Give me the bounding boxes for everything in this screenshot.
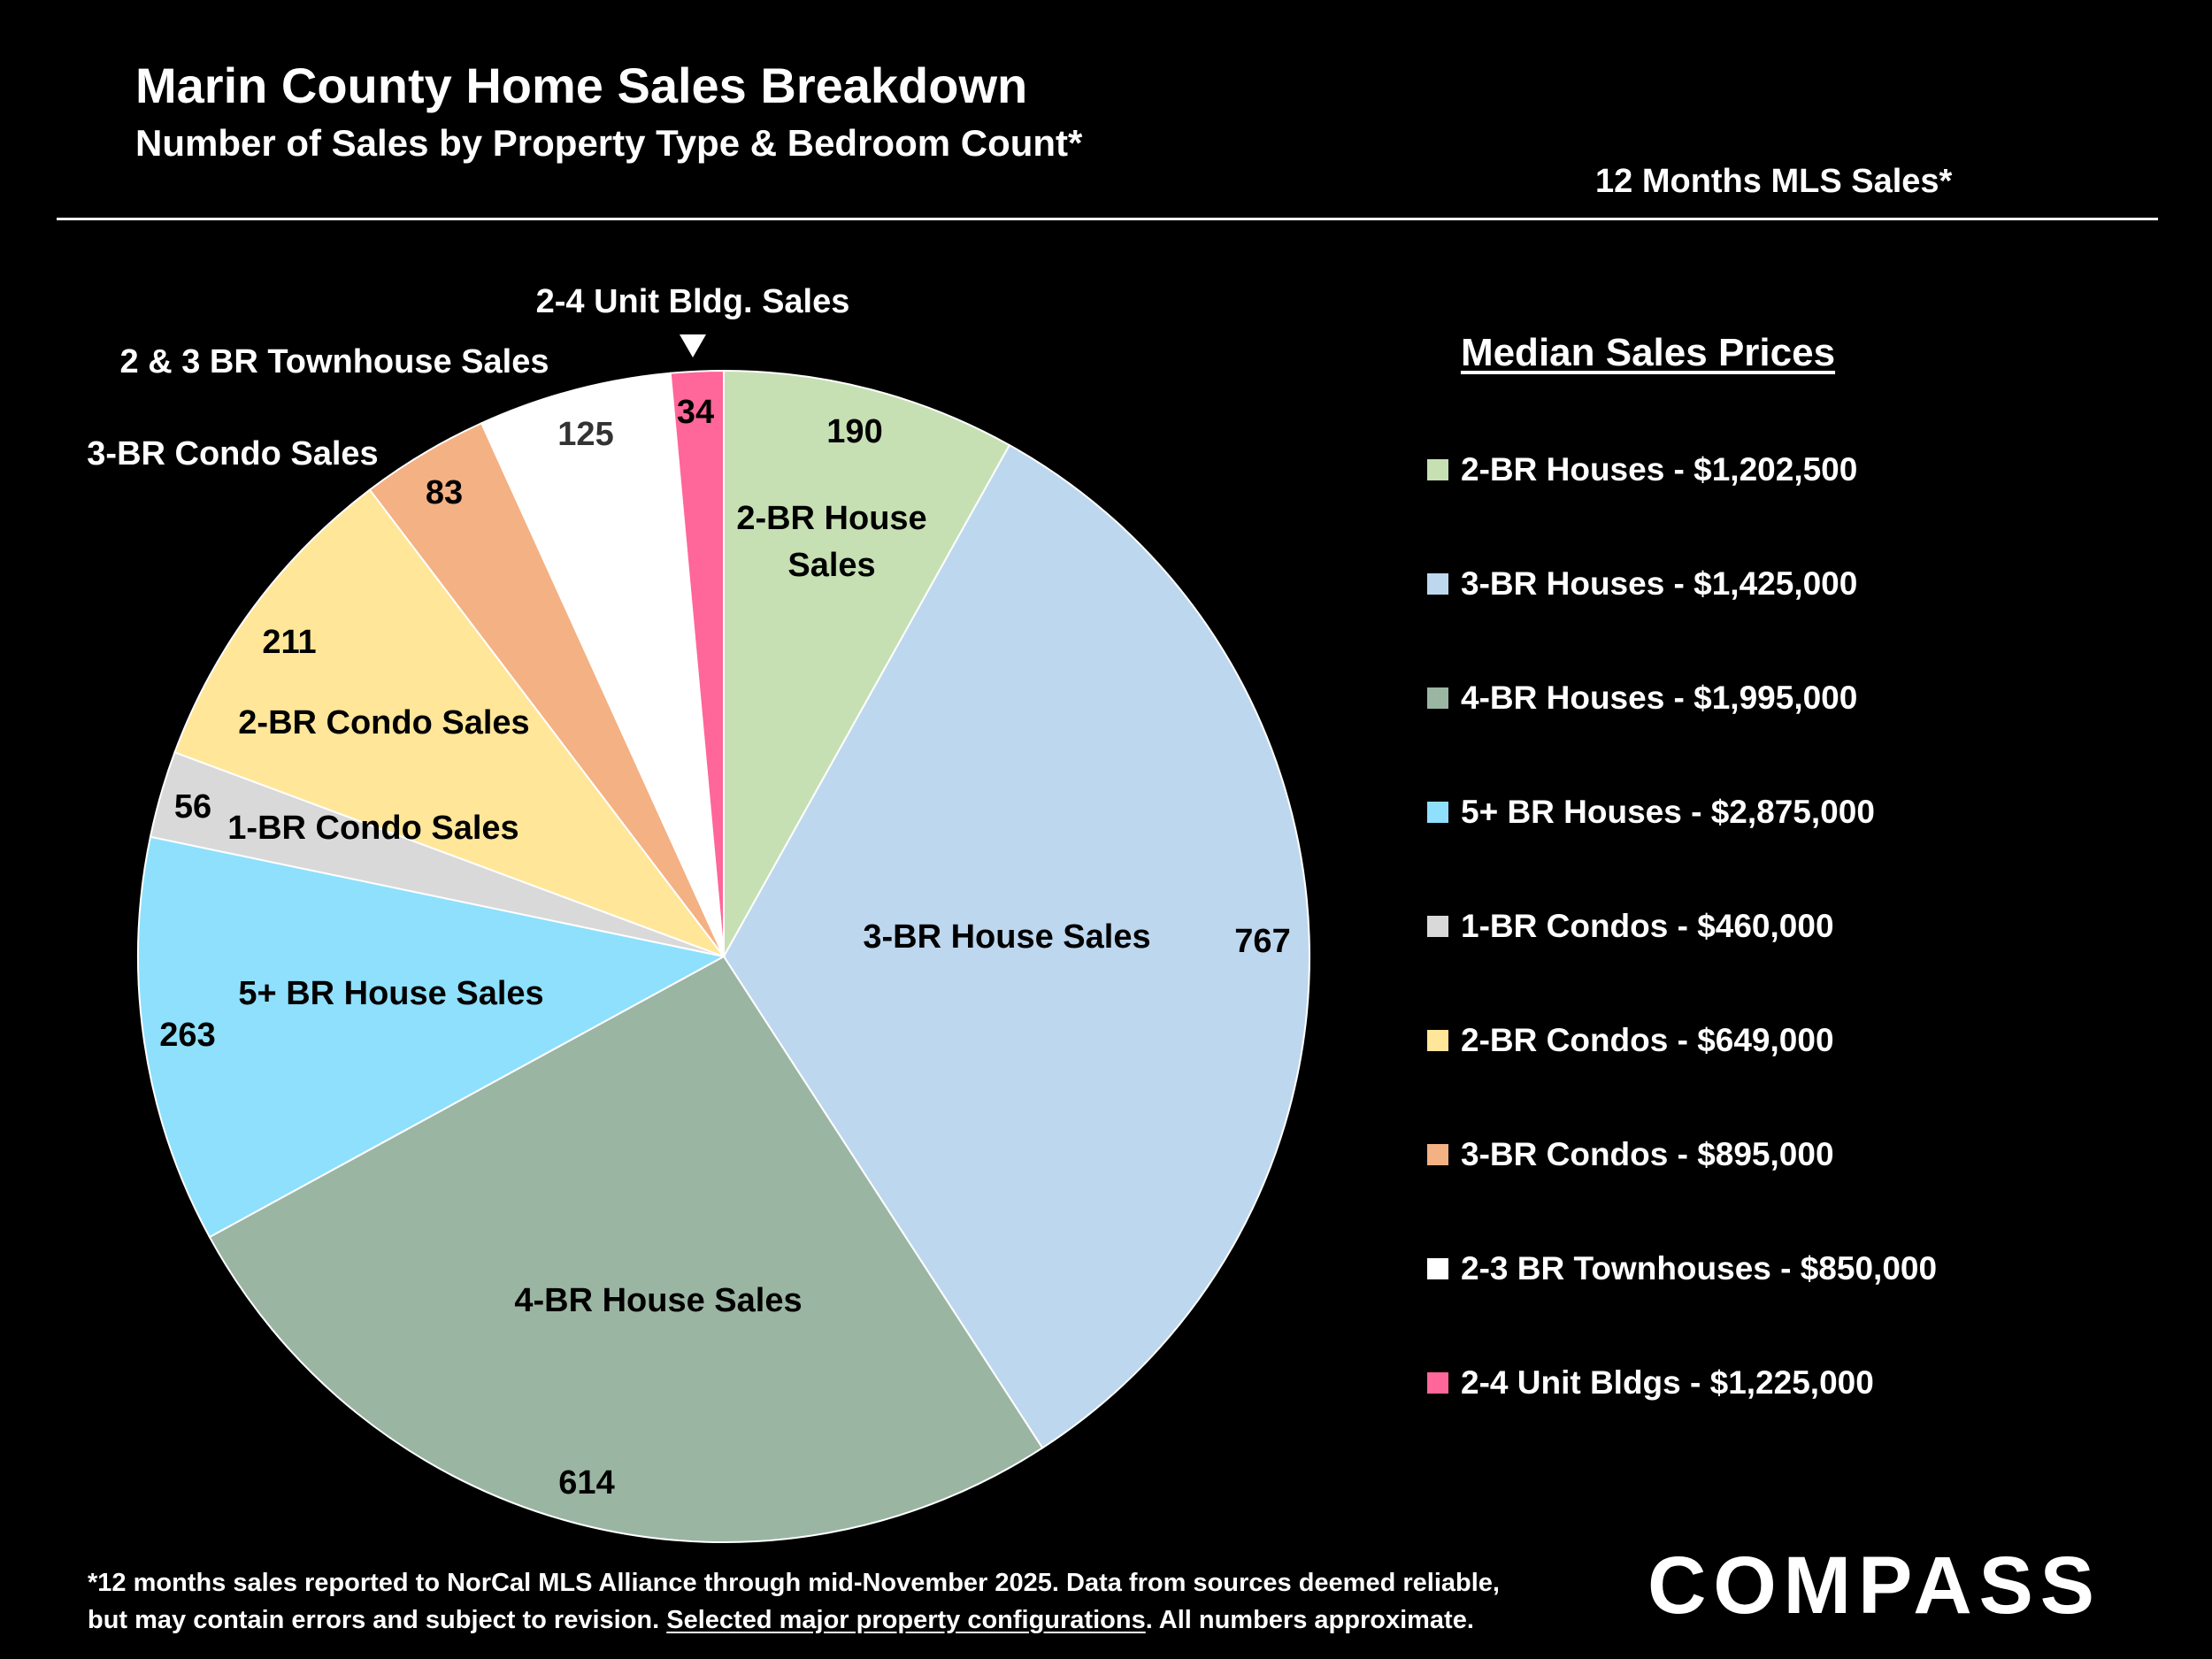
- pie-slice: [137, 835, 726, 1239]
- svg-text:COMPASS: COMPASS: [1647, 1544, 2103, 1624]
- legend-item: 1-BR Condos - $460,000: [1427, 905, 1834, 948]
- legend-item: 5+ BR Houses - $2,875,000: [1427, 791, 1875, 833]
- footnote-text: . All numbers approximate.: [1145, 1606, 1474, 1634]
- legend-swatch: [1427, 916, 1448, 937]
- data-label-value: 614: [558, 1464, 614, 1502]
- data-label-category: 3-BR House Sales: [863, 918, 1150, 956]
- footnote-line-2: but may contain errors and subject to re…: [88, 1601, 1500, 1639]
- period-label: 12 Months MLS Sales*: [1595, 163, 1953, 200]
- legend-item: 3-BR Houses - $1,425,000: [1427, 563, 1857, 605]
- data-label-category: 4-BR House Sales: [514, 1282, 802, 1319]
- compass-logo: COMPASS: [1647, 1544, 2103, 1624]
- data-label-category: 5+ BR House Sales: [238, 975, 543, 1012]
- legend-swatch: [1427, 1258, 1448, 1279]
- legend-label: 2-BR Houses - $1,202,500: [1461, 451, 1858, 488]
- data-label-value: 34: [677, 394, 714, 431]
- legend-label: 2-4 Unit Bldgs - $1,225,000: [1461, 1364, 1874, 1401]
- header-divider: [57, 218, 2158, 220]
- data-label-value: 125: [557, 416, 613, 453]
- page-title: Marin County Home Sales Breakdown: [135, 58, 1028, 113]
- legend-item: 3-BR Condos - $895,000: [1427, 1133, 1834, 1176]
- data-label-category: Sales: [787, 547, 875, 584]
- legend-swatch: [1427, 1030, 1448, 1051]
- legend-item: 2-3 BR Townhouses - $850,000: [1427, 1248, 1937, 1290]
- legend-label: 2-BR Condos - $649,000: [1461, 1022, 1834, 1058]
- legend-item: 2-BR Condos - $649,000: [1427, 1019, 1834, 1062]
- footnote-link[interactable]: Selected major property configurations: [666, 1606, 1146, 1634]
- data-label-category: 3-BR Condo Sales: [87, 435, 378, 472]
- pie-slice: [173, 488, 726, 959]
- data-label-category: 2-4 Unit Bldg. Sales: [536, 283, 850, 320]
- legend-label: 5+ BR Houses - $2,875,000: [1461, 794, 1875, 830]
- data-label-value: 211: [262, 624, 316, 661]
- pie-slice: [480, 372, 725, 957]
- legend-item: 2-BR Houses - $1,202,500: [1427, 449, 1857, 491]
- legend-item: 4-BR Houses - $1,995,000: [1427, 677, 1857, 719]
- legend-swatch: [1427, 687, 1448, 709]
- legend-swatch: [1427, 459, 1448, 480]
- footnote-line-1: *12 months sales reported to NorCal MLS …: [88, 1569, 1500, 1597]
- data-label-value: 263: [159, 1017, 215, 1054]
- footnote-text: but may contain errors and subject to re…: [88, 1606, 667, 1634]
- data-label-category: 2-BR Condo Sales: [238, 704, 529, 741]
- data-label-value: 767: [1234, 923, 1290, 960]
- pointer-triangle-icon: [680, 334, 706, 357]
- legend-swatch: [1427, 573, 1448, 595]
- legend-label: 3-BR Condos - $895,000: [1461, 1136, 1834, 1172]
- footnote: *12 months sales reported to NorCal MLS …: [88, 1564, 1500, 1639]
- data-label-value: 190: [826, 413, 882, 450]
- legend-swatch: [1427, 1144, 1448, 1165]
- legend-swatch: [1427, 1372, 1448, 1394]
- data-label-category: 2-BR House: [736, 500, 926, 537]
- pie-slice: [722, 443, 1311, 1449]
- pie-slice: [723, 369, 1011, 960]
- legend-label: 1-BR Condos - $460,000: [1461, 908, 1834, 944]
- page-subtitle: Number of Sales by Property Type & Bedro…: [135, 122, 1083, 164]
- legend-label: 3-BR Houses - $1,425,000: [1461, 565, 1858, 602]
- legend-title: Median Sales Prices: [1460, 331, 1836, 374]
- legend-label: 4-BR Houses - $1,995,000: [1461, 680, 1858, 716]
- data-label-category: 1-BR Condo Sales: [227, 810, 518, 847]
- data-label-value: 56: [174, 788, 211, 826]
- pie-slice: [669, 369, 725, 957]
- data-label-value: 83: [426, 474, 463, 511]
- legend-item: 2-4 Unit Bldgs - $1,225,000: [1427, 1362, 1874, 1404]
- pie-slice: [208, 955, 1044, 1543]
- legend-swatch: [1427, 802, 1448, 823]
- legend-label: 2-3 BR Townhouses - $850,000: [1461, 1250, 1938, 1286]
- data-label-category: 2 & 3 BR Townhouse Sales: [120, 343, 549, 380]
